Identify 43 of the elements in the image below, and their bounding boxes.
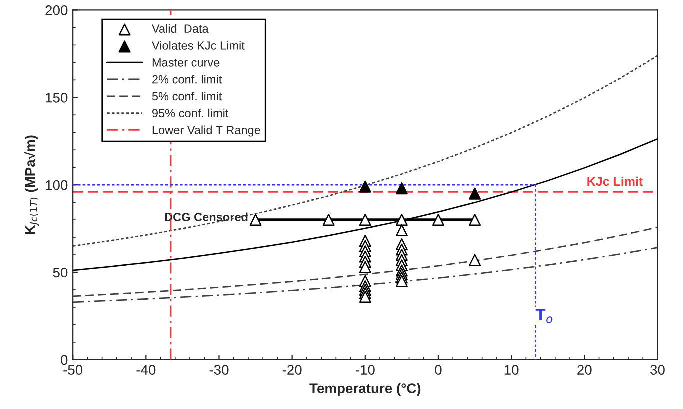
legend-label: Valid Data — [152, 24, 209, 34]
point — [322, 214, 335, 226]
legend-label: Lower Valid T Range — [152, 126, 260, 137]
y-tick-label: 50 — [53, 268, 68, 278]
legend-label: Violates KJc Limit — [152, 41, 245, 50]
y-tick-label: 0 — [61, 355, 68, 366]
line-series — [73, 247, 658, 304]
y-tick-label: 200 — [46, 6, 68, 16]
point — [469, 254, 482, 266]
x-tick-label: 10 — [504, 365, 519, 375]
y-tick-label: 150 — [46, 92, 68, 103]
point — [396, 224, 408, 237]
ref-line-label: KJc Limit — [588, 176, 643, 186]
line-series — [73, 138, 658, 272]
line-series — [73, 55, 658, 247]
x-tick-label: -30 — [210, 365, 229, 375]
annotation: T$_{o}$ — [536, 309, 553, 324]
y-tick-label: 100 — [46, 180, 68, 190]
x-tick-label: 30 — [650, 365, 665, 375]
point — [396, 214, 408, 226]
point — [469, 188, 482, 200]
point — [359, 180, 372, 193]
point — [432, 214, 444, 226]
point — [359, 261, 372, 274]
y-axis-title: K$_{Jc(1T)}$ (MPa√m) — [24, 136, 40, 234]
point — [469, 214, 482, 226]
x-tick-label: -50 — [64, 365, 83, 375]
x-tick-label: -10 — [356, 365, 375, 375]
point — [396, 275, 408, 288]
point — [250, 214, 262, 226]
x-tick-label: -20 — [282, 365, 302, 375]
x-tick-label: -40 — [136, 365, 156, 375]
legend-label: 5% conf. limit — [152, 92, 222, 101]
line-series — [73, 226, 658, 298]
legend-label: Master curve — [152, 58, 220, 67]
point — [396, 182, 408, 195]
legend-label: 2% conf. limit — [152, 75, 222, 84]
legend-label: 95% conf. limit — [152, 108, 229, 118]
point — [359, 290, 372, 303]
x-tick-label: 20 — [578, 365, 592, 375]
x-axis-title: Temperature (°C) — [310, 383, 421, 396]
point — [359, 214, 372, 226]
x-tick-label: 0 — [435, 365, 442, 375]
